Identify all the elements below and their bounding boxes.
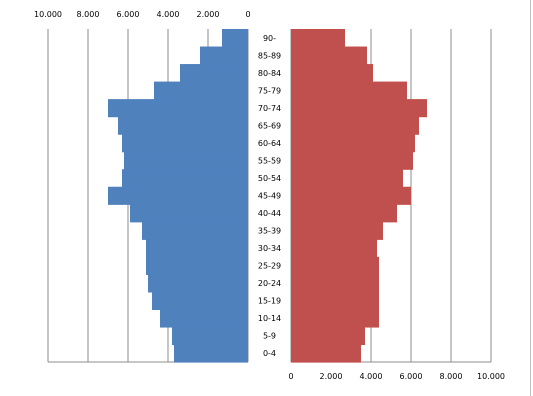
left-bar-15-19 <box>152 291 248 311</box>
right-bar-80-84 <box>291 64 373 83</box>
left-bar-5-9 <box>172 326 248 346</box>
left-bar-65-69 <box>118 116 248 135</box>
left-bar-90- <box>222 29 248 48</box>
age-group-label: 85-89 <box>258 51 281 60</box>
age-group-label: 45-49 <box>258 192 281 201</box>
right-bar-90- <box>291 29 345 48</box>
panel-divider <box>530 0 531 396</box>
left-bar-50-54 <box>122 169 248 188</box>
left-bar-25-29 <box>146 256 248 275</box>
right-bar-0-4 <box>291 344 361 363</box>
right-bar-75-79 <box>291 81 407 100</box>
age-group-label: 5-9 <box>263 332 276 341</box>
left-tick-label: 10.000 <box>34 10 62 19</box>
age-group-label: 50-54 <box>258 174 281 183</box>
age-group-label: 0-4 <box>263 349 276 358</box>
age-group-label: 25-29 <box>258 262 281 271</box>
right-bar-55-59 <box>291 151 413 170</box>
left-bar-45-49 <box>108 186 248 205</box>
right-tick-label: 8.000 <box>440 372 463 381</box>
age-group-label: 35-39 <box>258 227 281 236</box>
right-bar-85-89 <box>291 46 367 65</box>
right-bar-40-44 <box>291 204 397 223</box>
right-bar-65-69 <box>291 116 419 135</box>
left-bar-0-4 <box>174 344 248 363</box>
right-bar-5-9 <box>291 326 365 346</box>
right-tick-label: 10.000 <box>477 372 505 381</box>
left-bar-55-59 <box>124 151 248 170</box>
left-bar-60-64 <box>122 134 248 153</box>
age-group-label: 30-34 <box>258 244 281 253</box>
right-bar-10-14 <box>291 309 379 328</box>
right-bar-15-19 <box>291 291 379 311</box>
left-tick-label: 0 <box>245 10 250 19</box>
right-bar-50-54 <box>291 169 403 188</box>
left-bar-75-79 <box>154 81 248 100</box>
right-bar-30-34 <box>291 239 377 258</box>
left-bar-10-14 <box>160 309 248 328</box>
left-tick-label: 8.000 <box>77 10 100 19</box>
age-group-label: 40-44 <box>258 209 281 218</box>
right-tick-label: 2.000 <box>320 372 343 381</box>
right-bar-70-74 <box>291 99 427 118</box>
age-group-label: 10-14 <box>258 314 281 323</box>
left-tick-label: 4.000 <box>157 10 180 19</box>
right-bar-35-39 <box>291 221 383 240</box>
age-group-label: 65-69 <box>258 121 281 130</box>
left-bar-85-89 <box>200 46 248 65</box>
right-bar-60-64 <box>291 134 415 153</box>
left-tick-label: 2.000 <box>197 10 220 19</box>
left-bar-70-74 <box>108 99 248 118</box>
left-bar-80-84 <box>180 64 248 83</box>
left-bar-40-44 <box>130 204 248 223</box>
left-tick-label: 6.000 <box>117 10 140 19</box>
age-group-label: 70-74 <box>258 104 281 113</box>
age-group-label: 60-64 <box>258 139 281 148</box>
age-group-label: 20-24 <box>258 279 281 288</box>
age-group-label: 55-59 <box>258 156 281 165</box>
age-group-label: 80-84 <box>258 69 281 78</box>
left-bar-20-24 <box>148 274 248 293</box>
left-bar-30-34 <box>146 239 248 258</box>
left-bar-35-39 <box>142 221 248 240</box>
age-group-label: 75-79 <box>258 86 281 95</box>
right-bar-25-29 <box>291 256 379 275</box>
right-tick-label: 4.000 <box>360 372 383 381</box>
age-group-label: 15-19 <box>258 297 281 306</box>
right-bar-20-24 <box>291 274 379 293</box>
right-tick-label: 0 <box>288 372 293 381</box>
age-group-label: 90- <box>263 34 276 43</box>
right-tick-label: 6.000 <box>400 372 423 381</box>
right-bar-45-49 <box>291 186 411 205</box>
